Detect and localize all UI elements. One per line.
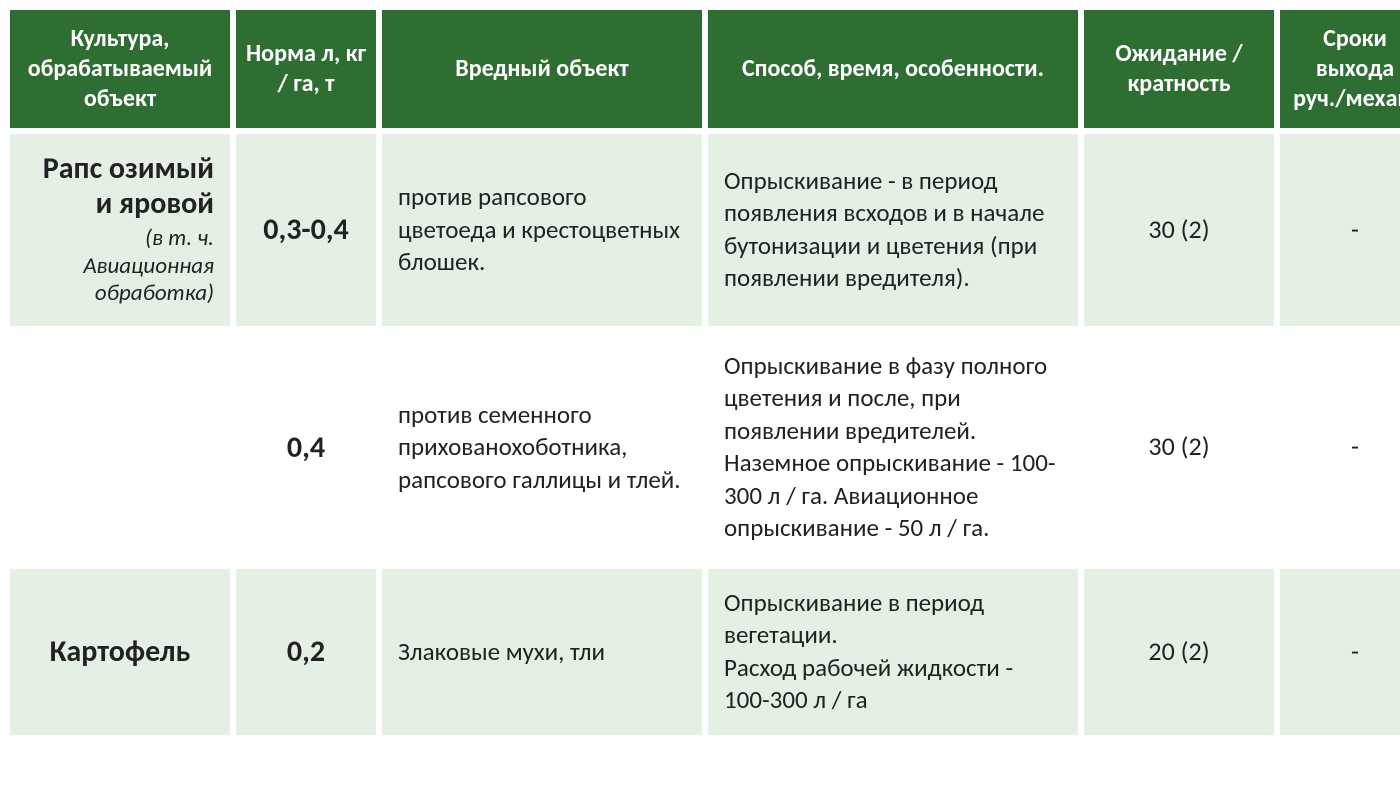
col-header-exit: Сроки выхода руч./ме­хан. (1280, 10, 1400, 128)
table-row: Картофель 0,2 Злаковые мухи, тли Опрыски… (10, 569, 1400, 735)
cell-crop: Картофель (10, 569, 230, 735)
cell-crop (10, 332, 230, 563)
crop-title: Рапс озимый и яровой (26, 152, 214, 221)
table-row: Рапс озимый и яровой (в т. ч. Авиационна… (10, 134, 1400, 326)
cell-wait: 20 (2) (1084, 569, 1274, 735)
cell-crop: Рапс озимый и яровой (в т. ч. Авиационна… (10, 134, 230, 326)
col-header-method: Способ, время, особенности. (708, 10, 1078, 128)
cell-wait: 30 (2) (1084, 332, 1274, 563)
pesticide-usage-table: Культура, обрабатываемый объект Норма л,… (4, 4, 1396, 741)
cell-wait: 30 (2) (1084, 134, 1274, 326)
col-header-norm: Норма л, кг / га, т (236, 10, 376, 128)
cell-exit: - (1280, 569, 1400, 735)
col-header-pest: Вредный объект (382, 10, 702, 128)
cell-pest: против рапсового цветоеда и крестоцветны… (382, 134, 702, 326)
cell-method: Опрыскивание в период вегетации. Расход … (708, 569, 1078, 735)
col-header-crop: Культура, обрабатываемый объект (10, 10, 230, 128)
cell-method: Опрыскивание в фазу полного цветения и п… (708, 332, 1078, 563)
cell-exit: - (1280, 332, 1400, 563)
cell-pest: против семенного прихованохоботника, рап… (382, 332, 702, 563)
table-header-row: Культура, обрабатываемый объект Норма л,… (10, 10, 1400, 128)
cell-pest: Злаковые мухи, тли (382, 569, 702, 735)
cell-norm: 0,4 (236, 332, 376, 563)
col-header-wait: Ожидание /крат­ность (1084, 10, 1274, 128)
cell-norm: 0,2 (236, 569, 376, 735)
table: Культура, обрабатываемый объект Норма л,… (4, 4, 1400, 741)
cell-method: Опрыскивание - в период появления всходо… (708, 134, 1078, 326)
crop-note: (в т. ч. Авиационная обработка) (26, 225, 214, 308)
cell-norm: 0,3-0,4 (236, 134, 376, 326)
table-row: 0,4 против семенного прихованохоботника,… (10, 332, 1400, 563)
cell-exit: - (1280, 134, 1400, 326)
